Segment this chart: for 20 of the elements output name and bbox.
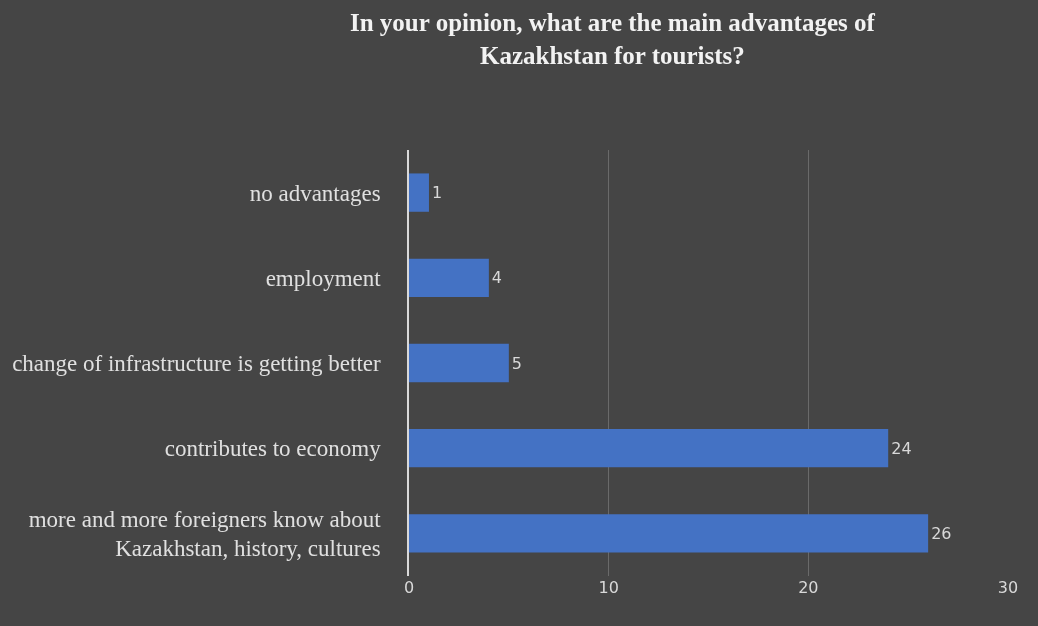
bar — [409, 173, 429, 212]
y-tick-label: change of infrastructure is getting better — [12, 351, 381, 377]
x-tick-label: 20 — [798, 578, 819, 597]
data-label: 1 — [431, 183, 443, 203]
x-tick-label: 10 — [598, 578, 619, 597]
bar — [409, 429, 889, 468]
data-label: 4 — [491, 268, 503, 288]
bar — [409, 343, 509, 383]
data-label: 5 — [511, 353, 523, 373]
x-tick-label: 30 — [997, 578, 1019, 597]
y-tick-label: contributes to economy — [164, 436, 382, 462]
bar — [409, 258, 489, 297]
y-tick-label: no advantages — [249, 180, 381, 206]
x-tick-label: 0 — [403, 578, 415, 597]
y-tick-label: more and more foreigners know about Kazakhstan, history, cultures — [28, 506, 382, 562]
y-tick-label: employment — [265, 265, 382, 291]
bar — [409, 514, 929, 553]
data-label: 26 — [931, 523, 952, 543]
chart-title: In your opinion, what are the main advantages of Kazakhstan for tourists? — [350, 9, 876, 69]
data-label: 24 — [891, 438, 912, 458]
